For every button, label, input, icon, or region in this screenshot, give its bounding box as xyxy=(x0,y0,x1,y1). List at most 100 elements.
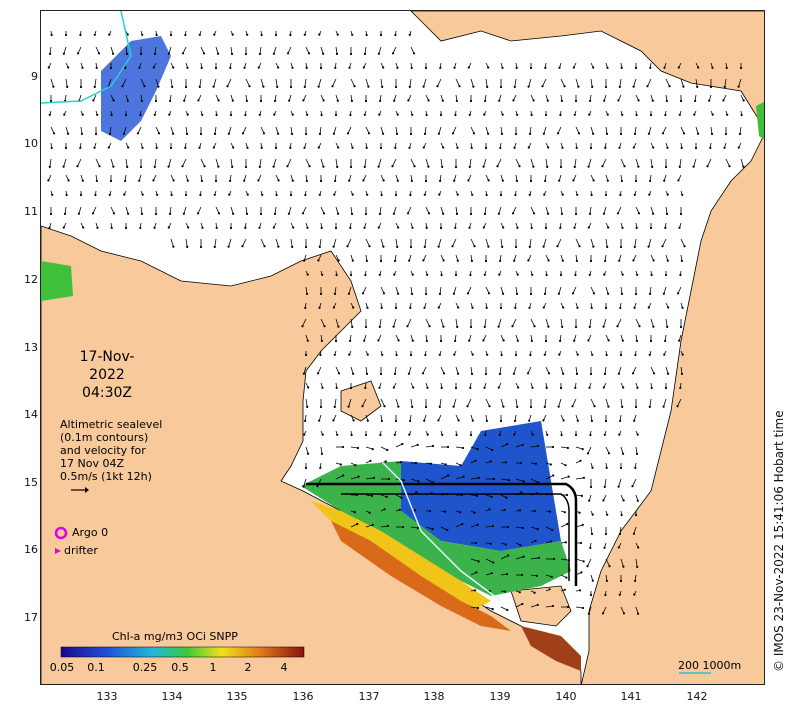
velocity-arrow-head xyxy=(107,146,110,149)
velocity-arrow-head xyxy=(386,524,389,528)
velocity-arrow-head xyxy=(649,113,653,117)
velocity-arrow xyxy=(677,398,682,407)
velocity-arrow xyxy=(620,606,625,614)
velocity-arrow-head xyxy=(474,459,477,462)
velocity-arrow-head xyxy=(184,193,188,197)
velocity-arrow-head xyxy=(661,132,665,135)
velocity-arrow xyxy=(455,476,464,480)
velocity-arrow xyxy=(320,318,325,327)
velocity-arrow xyxy=(350,318,353,327)
velocity-arrow-head xyxy=(580,571,583,574)
velocity-arrow-head xyxy=(79,33,82,37)
velocity-arrow-head xyxy=(291,245,294,248)
velocity-arrow xyxy=(677,286,682,294)
altimetry-note: Altimetric sealevel (0.1m contours) and … xyxy=(60,418,162,483)
velocity-arrow-head xyxy=(622,499,625,502)
velocity-arrow-head xyxy=(337,259,340,262)
velocity-arrow-head xyxy=(337,146,340,149)
velocity-arrow xyxy=(302,206,307,214)
velocity-arrow-head xyxy=(393,433,396,436)
velocity-arrow-head xyxy=(426,433,429,436)
velocity-arrow xyxy=(425,206,430,214)
velocity-arrow-head xyxy=(575,372,579,375)
velocity-arrow-head xyxy=(67,179,70,182)
x-tick-136: 136 xyxy=(292,690,314,703)
velocity-arrow xyxy=(214,238,217,247)
velocity-arrow-head xyxy=(382,179,385,182)
velocity-arrow-head xyxy=(306,226,309,229)
velocity-arrow-head xyxy=(379,433,382,437)
velocity-arrow-head xyxy=(619,245,623,249)
velocity-arrow-head xyxy=(392,386,395,389)
velocity-arrow-head xyxy=(491,524,494,528)
velocity-arrow xyxy=(425,478,434,483)
velocity-arrow-head xyxy=(321,273,324,276)
velocity-arrow xyxy=(710,126,713,134)
velocity-arrow xyxy=(440,206,444,214)
velocity-arrow-head xyxy=(471,193,474,196)
velocity-arrow-head xyxy=(318,245,321,248)
velocity-arrow-head xyxy=(272,165,275,168)
velocity-arrow-head xyxy=(505,573,508,576)
velocity-arrow-head xyxy=(363,165,366,168)
velocity-arrow xyxy=(122,78,127,87)
velocity-arrow-head xyxy=(415,491,418,494)
velocity-arrow-head xyxy=(593,405,596,408)
x-tick-137: 137 xyxy=(358,690,380,703)
velocity-arrow-head xyxy=(520,573,524,577)
velocity-arrow-head xyxy=(531,386,534,389)
velocity-arrow xyxy=(365,78,369,87)
velocity-arrow-head xyxy=(446,445,450,449)
velocity-arrow-head xyxy=(308,165,311,168)
velocity-arrow-head xyxy=(317,85,320,88)
velocity-arrows xyxy=(47,30,745,615)
velocity-arrow-head xyxy=(140,212,144,215)
velocity-arrow-head xyxy=(422,259,425,262)
velocity-arrow-head xyxy=(410,292,414,295)
velocity-arrow-head xyxy=(409,245,413,249)
velocity-arrow-head xyxy=(138,66,141,69)
velocity-arrow-head xyxy=(501,66,504,69)
velocity-arrow-head xyxy=(652,325,655,328)
velocity-arrow xyxy=(63,46,67,54)
velocity-arrow xyxy=(453,286,457,294)
velocity-arrow xyxy=(620,286,623,294)
velocity-arrow-head xyxy=(618,532,622,536)
velocity-arrow-head xyxy=(393,273,396,276)
velocity-arrow-head xyxy=(488,405,491,408)
velocity-arrow-head xyxy=(410,179,413,182)
velocity-arrow-head xyxy=(693,113,696,116)
velocity-arrow-head xyxy=(637,212,641,215)
velocity-arrow-head xyxy=(396,66,399,69)
velocity-arrow xyxy=(544,286,547,294)
velocity-arrow xyxy=(259,158,262,167)
velocity-arrow-head xyxy=(442,372,446,375)
velocity-arrow-head xyxy=(304,419,307,422)
velocity-arrow-head xyxy=(469,386,472,389)
velocity-arrow xyxy=(485,525,493,528)
velocity-arrow-head xyxy=(696,85,699,88)
velocity-arrow-head xyxy=(528,306,531,309)
velocity-arrow-head xyxy=(602,212,606,215)
velocity-arrow-head xyxy=(620,179,624,182)
velocity-arrow xyxy=(590,126,594,134)
velocity-arrow-head xyxy=(738,132,742,135)
velocity-arrow-head xyxy=(407,372,410,375)
velocity-arrow-head xyxy=(572,66,575,69)
velocity-arrow-head xyxy=(573,226,576,229)
velocity-arrow-head xyxy=(275,193,278,197)
velocity-arrow-head xyxy=(409,419,412,422)
velocity-arrow-head xyxy=(501,245,504,248)
velocity-arrow-head xyxy=(122,132,125,135)
velocity-arrow-head xyxy=(637,165,640,168)
velocity-arrow-head xyxy=(590,193,593,197)
velocity-arrow-head xyxy=(677,179,680,182)
argo-marker xyxy=(54,526,68,540)
velocity-arrow xyxy=(662,238,667,247)
velocity-arrow-head xyxy=(363,113,366,116)
y-tick-14: 14 xyxy=(24,408,38,421)
velocity-arrow-head xyxy=(574,325,578,329)
velocity-arrow-head xyxy=(231,165,234,168)
velocity-arrow-head xyxy=(681,306,684,309)
velocity-arrow xyxy=(575,238,580,247)
